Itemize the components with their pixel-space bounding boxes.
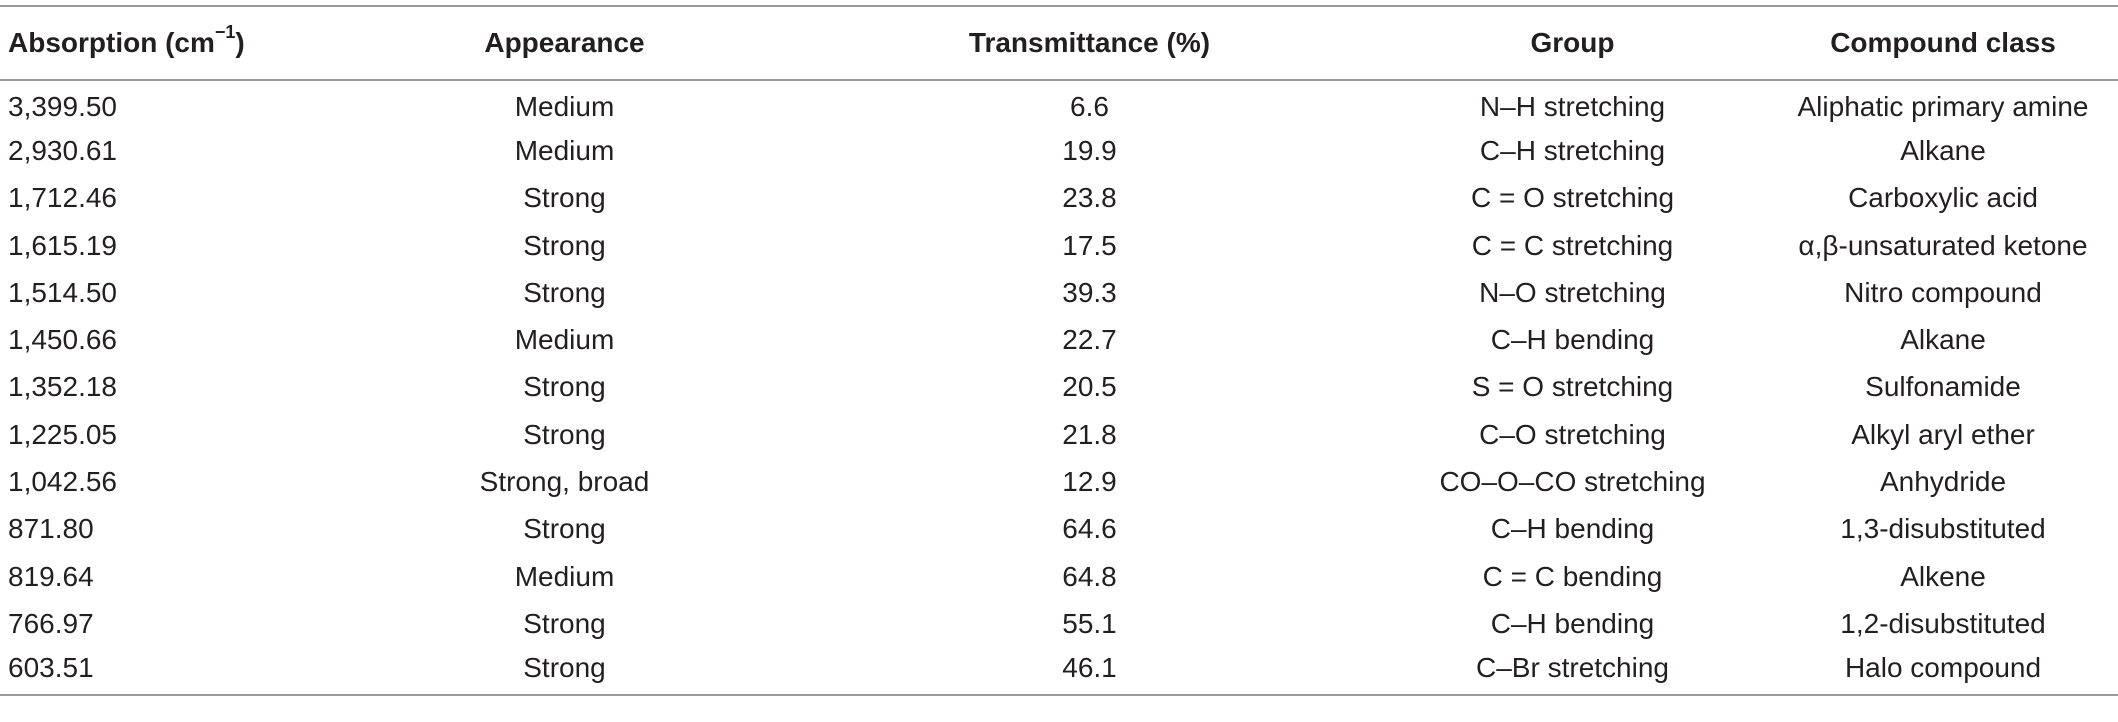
cell-transmittance: 64.6 bbox=[1062, 513, 1117, 545]
table-row: 1,352.18 Strong 20.5 S = O stretching Sulfon… bbox=[0, 364, 2118, 411]
cell-transmittance: 22.7 bbox=[1062, 324, 1117, 356]
cell-absorption: 766.97 bbox=[8, 607, 94, 639]
table-row: 603.51 Strong 46.1 C–Br stretching Halo comp… bbox=[0, 648, 2118, 695]
header-row: Absorption (cm−1) Appearance Transmittan… bbox=[0, 6, 2118, 80]
ir-absorption-table: Absorption (cm−1) Appearance Transmittan… bbox=[0, 5, 2118, 696]
cell-group: C–H bending bbox=[1490, 513, 1655, 545]
header-transmittance: Transmittance (%) bbox=[968, 27, 1211, 58]
cell-compound-class: Aliphatic primary amine bbox=[1797, 91, 2089, 123]
table-row: 2,930.61 Medium 19.9 C–H stretching Alkane bbox=[0, 127, 2118, 174]
cell-absorption: 1,225.05 bbox=[8, 418, 117, 450]
cell-transmittance: 46.1 bbox=[1062, 651, 1117, 683]
cell-group: CO–O–CO stretching bbox=[1439, 466, 1706, 498]
cell-appearance: Strong, broad bbox=[479, 466, 650, 498]
table-row: 1,712.46 Strong 23.8 C = O stretching Carbox… bbox=[0, 175, 2118, 222]
cell-group: C = C stretching bbox=[1471, 229, 1674, 261]
cell-compound-class: Sulfonamide bbox=[1865, 371, 2021, 403]
cell-group: C = C bending bbox=[1482, 560, 1663, 592]
table-row: 1,450.66 Medium 22.7 C–H bending Alkane bbox=[0, 316, 2118, 363]
cell-compound-class: Alkene bbox=[1900, 560, 1986, 592]
cell-transmittance: 23.8 bbox=[1062, 182, 1117, 214]
cell-absorption: 1,352.18 bbox=[8, 371, 117, 403]
cell-absorption: 2,930.61 bbox=[8, 134, 117, 166]
cell-transmittance: 6.6 bbox=[1070, 91, 1109, 123]
cell-group: C–H bending bbox=[1490, 607, 1655, 639]
cell-group: C–H stretching bbox=[1479, 134, 1666, 166]
header-appearance: Appearance bbox=[484, 27, 645, 58]
cell-transmittance: 12.9 bbox=[1062, 466, 1117, 498]
table-row: 1,042.56 Strong, broad 12.9 CO–O–CO stretch… bbox=[0, 458, 2118, 505]
cell-group: N–O stretching bbox=[1479, 276, 1666, 308]
cell-appearance: Strong bbox=[523, 371, 606, 403]
cell-appearance: Strong bbox=[523, 276, 606, 308]
cell-absorption: 3,399.50 bbox=[8, 91, 117, 123]
cell-absorption: 603.51 bbox=[8, 651, 94, 683]
cell-group: C–Br stretching bbox=[1476, 651, 1669, 683]
table-row: 1,615.19 Strong 17.5 C = C stretching α,β-un… bbox=[0, 222, 2118, 269]
cell-absorption: 1,615.19 bbox=[8, 229, 117, 261]
cell-absorption: 1,712.46 bbox=[8, 182, 117, 214]
table-body: 3,399.50 Medium 6.6 N–H stretching Aliphatic… bbox=[0, 80, 2118, 695]
cell-appearance: Medium bbox=[514, 324, 615, 356]
cell-group: C = O stretching bbox=[1470, 182, 1675, 214]
cell-compound-class: Carboxylic acid bbox=[1848, 182, 2038, 214]
table-header: Absorption (cm−1) Appearance Transmittan… bbox=[0, 6, 2118, 80]
cell-absorption: 819.64 bbox=[8, 560, 94, 592]
table-row: 871.80 Strong 64.6 C–H bending 1,3-disubstit… bbox=[0, 506, 2118, 553]
cell-appearance: Medium bbox=[514, 560, 615, 592]
cell-appearance: Strong bbox=[523, 229, 606, 261]
cell-compound-class: α,β-unsaturated ketone bbox=[1798, 229, 2088, 261]
cell-transmittance: 17.5 bbox=[1062, 229, 1117, 261]
header-group: Group bbox=[1530, 27, 1615, 58]
table-row: 1,225.05 Strong 21.8 C–O stretching Alkyl ar… bbox=[0, 411, 2118, 458]
cell-transmittance: 64.8 bbox=[1062, 560, 1117, 592]
cell-group: C–O stretching bbox=[1479, 418, 1666, 450]
cell-appearance: Strong bbox=[523, 182, 606, 214]
header-compound-class: Compound class bbox=[1830, 27, 2056, 58]
cell-compound-class: 1,3-disubstituted bbox=[1840, 513, 2046, 545]
cell-compound-class: Anhydride bbox=[1879, 466, 2007, 498]
cell-transmittance: 19.9 bbox=[1062, 134, 1117, 166]
cell-group: S = O stretching bbox=[1471, 371, 1674, 403]
cell-appearance: Strong bbox=[523, 513, 606, 545]
header-absorption: Absorption (cm−1) bbox=[0, 6, 327, 80]
cell-absorption: 1,514.50 bbox=[8, 276, 117, 308]
cell-group: C–H bending bbox=[1490, 324, 1655, 356]
cell-appearance: Medium bbox=[514, 91, 615, 123]
header-absorption-suffix: ) bbox=[235, 27, 245, 58]
cell-group: N–H stretching bbox=[1479, 91, 1666, 123]
cell-compound-class: Alkane bbox=[1900, 134, 1986, 166]
table-row: 766.97 Strong 55.1 C–H bending 1,2-disubstit… bbox=[0, 600, 2118, 647]
table-row: 819.64 Medium 64.8 C = C bending Alkene bbox=[0, 553, 2118, 600]
cell-absorption: 1,042.56 bbox=[8, 466, 117, 498]
header-absorption-prefix: Absorption (cm bbox=[8, 27, 215, 58]
cell-transmittance: 20.5 bbox=[1062, 371, 1117, 403]
cell-compound-class: Alkane bbox=[1900, 324, 1986, 356]
cell-appearance: Strong bbox=[523, 607, 606, 639]
cell-compound-class: Halo compound bbox=[1844, 651, 2042, 683]
cell-absorption: 871.80 bbox=[8, 513, 94, 545]
cell-transmittance: 39.3 bbox=[1062, 276, 1117, 308]
cell-compound-class: Nitro compound bbox=[1844, 276, 2042, 308]
cell-appearance: Strong bbox=[523, 651, 606, 683]
cell-transmittance: 21.8 bbox=[1062, 418, 1117, 450]
cell-compound-class: Alkyl aryl ether bbox=[1851, 418, 2035, 450]
cell-appearance: Medium bbox=[514, 134, 615, 166]
cell-transmittance: 55.1 bbox=[1062, 607, 1117, 639]
table-row: 1,514.50 Strong 39.3 N–O stretching Nitro co… bbox=[0, 269, 2118, 316]
table-row: 3,399.50 Medium 6.6 N–H stretching Aliphatic… bbox=[0, 80, 2118, 127]
cell-appearance: Strong bbox=[523, 418, 606, 450]
cell-absorption: 1,450.66 bbox=[8, 324, 117, 356]
header-absorption-superscript: −1 bbox=[214, 21, 236, 42]
cell-compound-class: 1,2-disubstituted bbox=[1840, 607, 2046, 639]
